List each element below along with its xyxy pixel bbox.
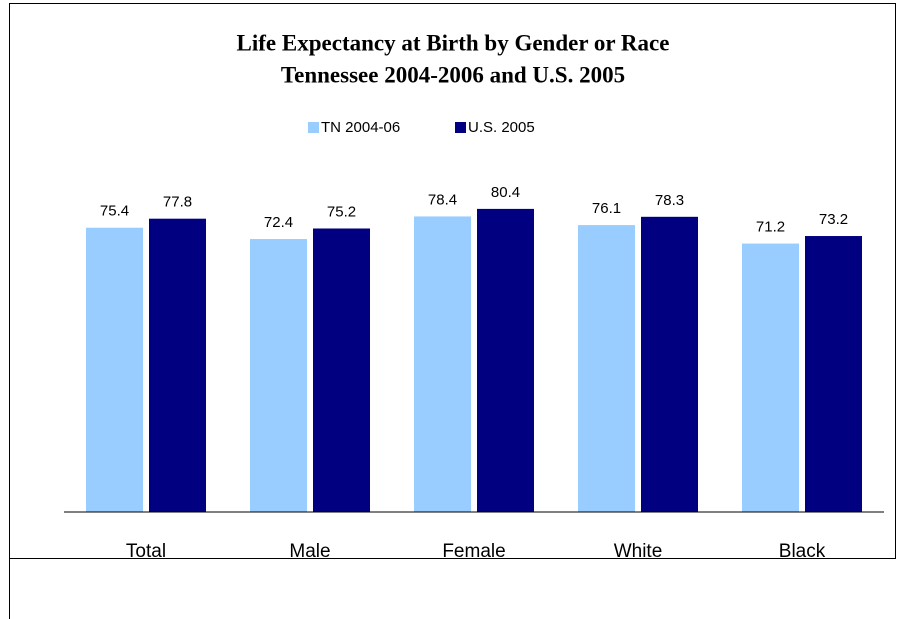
data-label: 75.4 [100, 203, 129, 220]
bar [250, 239, 307, 512]
chart-subtitle: Tennessee 2004-2006 and U.S. 2005 [281, 62, 625, 87]
legend-swatch [308, 122, 319, 133]
legend-label: U.S. 2005 [468, 119, 535, 136]
x-tick-label: White [614, 541, 663, 562]
bar [578, 225, 635, 512]
data-label: 75.2 [327, 203, 356, 220]
bar [86, 227, 143, 512]
bar [414, 216, 471, 512]
x-tick-label: Female [442, 541, 505, 562]
chart-frame [9, 3, 896, 559]
data-label: 76.1 [592, 200, 621, 217]
data-label: 80.4 [491, 184, 520, 201]
bar [805, 236, 862, 512]
x-tick-label: Total [126, 541, 166, 562]
chart-title: Life Expectancy at Birth by Gender or Ra… [237, 30, 670, 55]
x-tick-label: Male [289, 541, 330, 562]
legend-label: TN 2004-06 [321, 119, 400, 136]
data-label: 71.2 [756, 219, 785, 236]
legend-swatch [455, 122, 466, 133]
bar [477, 208, 534, 512]
data-label: 78.4 [428, 191, 457, 208]
bar [149, 218, 206, 512]
bar [641, 216, 698, 512]
data-label: 72.4 [264, 214, 293, 231]
data-label: 77.8 [163, 194, 192, 211]
bar [742, 243, 799, 513]
x-tick-label: Black [779, 541, 826, 562]
data-label: 73.2 [819, 211, 848, 228]
data-label: 78.3 [655, 192, 684, 209]
bar [313, 228, 370, 512]
